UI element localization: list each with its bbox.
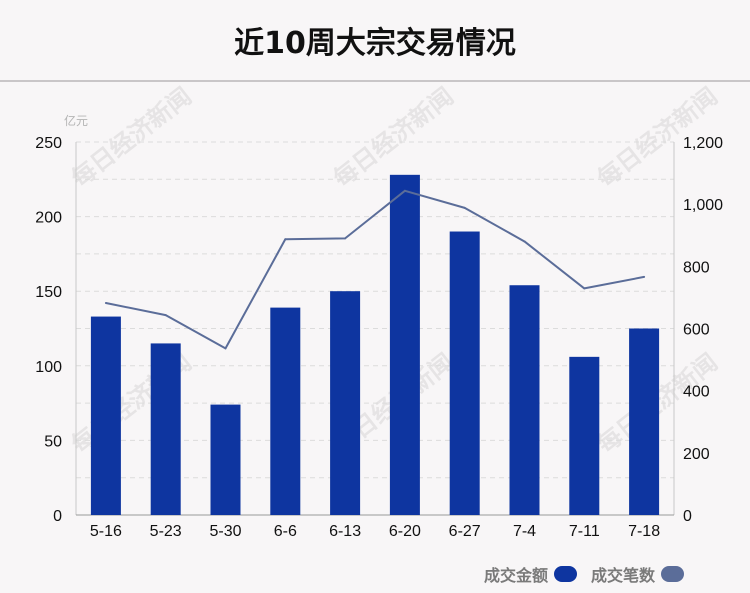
line-point-6-6 bbox=[284, 238, 287, 241]
y-tick-left: 50 bbox=[44, 433, 62, 450]
line-point-5-23 bbox=[164, 314, 167, 317]
bar-7-18 bbox=[629, 328, 660, 515]
legend-label-amount: 成交金额 bbox=[484, 566, 549, 585]
y-tick-right: 600 bbox=[683, 322, 710, 339]
bar-6-20 bbox=[389, 174, 420, 515]
y-tick-right: 1,000 bbox=[683, 197, 723, 214]
x-tick-label: 5-16 bbox=[90, 523, 122, 540]
y-tick-right: 800 bbox=[683, 259, 710, 276]
y-tick-left: 0 bbox=[53, 508, 62, 525]
y-tick-left: 100 bbox=[35, 359, 62, 376]
legend-label-count: 成交笔数 bbox=[591, 566, 656, 585]
bar-5-23 bbox=[150, 343, 181, 515]
bar-6-6 bbox=[270, 307, 301, 515]
y-tick-right: 200 bbox=[683, 446, 710, 463]
line-point-6-27 bbox=[463, 206, 466, 209]
line-series-path bbox=[105, 189, 645, 350]
legend-swatch-amount bbox=[554, 566, 578, 582]
x-tick-label: 6-27 bbox=[449, 523, 481, 540]
legend-item-amount[interactable]: 成交金额 bbox=[484, 562, 578, 586]
line-point-7-4 bbox=[523, 240, 526, 243]
line-point-6-13 bbox=[344, 237, 347, 240]
bar-series bbox=[90, 174, 660, 515]
bar-6-13 bbox=[330, 291, 361, 515]
x-tick-label: 7-4 bbox=[513, 523, 536, 540]
y-tick-right: 0 bbox=[683, 508, 692, 525]
bar-6-27 bbox=[449, 231, 480, 515]
bar-7-4 bbox=[509, 285, 540, 515]
line-point-5-30 bbox=[224, 347, 227, 350]
line-point-7-18 bbox=[643, 275, 646, 278]
y-tick-left: 150 bbox=[35, 284, 62, 301]
line-point-6-20 bbox=[403, 189, 406, 192]
chart-title: 近10周大宗交易情况 bbox=[234, 26, 516, 61]
x-tick-label: 7-18 bbox=[628, 523, 660, 540]
legend-swatch-count bbox=[661, 566, 685, 582]
legend-item-count[interactable]: 成交笔数 bbox=[591, 562, 685, 586]
bar-7-11 bbox=[569, 356, 600, 515]
x-tick-label: 6-20 bbox=[389, 523, 421, 540]
line-point-7-11 bbox=[583, 287, 586, 290]
y-tick-left: 250 bbox=[35, 135, 62, 152]
line-point-5-16 bbox=[104, 302, 107, 305]
bar-5-16 bbox=[90, 316, 121, 515]
axis-labels: 0 50 100 150 200 250 0 200 400 600 800 1,000 1,200 5-… bbox=[35, 113, 723, 540]
y-tick-left: 200 bbox=[35, 210, 62, 227]
legend: 成交金额 成交笔数 bbox=[484, 563, 698, 585]
y-tick-right: 400 bbox=[683, 384, 710, 401]
y-axis-unit-label: 亿元 bbox=[64, 113, 88, 128]
title-divider bbox=[0, 80, 750, 82]
line-series bbox=[104, 189, 646, 350]
bar-5-30 bbox=[210, 404, 241, 515]
x-tick-label: 7-11 bbox=[569, 523, 600, 540]
x-tick-label: 5-30 bbox=[209, 523, 241, 540]
x-tick-label: 6-6 bbox=[274, 523, 297, 540]
x-tick-label: 5-23 bbox=[150, 523, 182, 540]
y-tick-right: 1,200 bbox=[683, 135, 723, 152]
x-tick-label: 6-13 bbox=[329, 523, 361, 540]
